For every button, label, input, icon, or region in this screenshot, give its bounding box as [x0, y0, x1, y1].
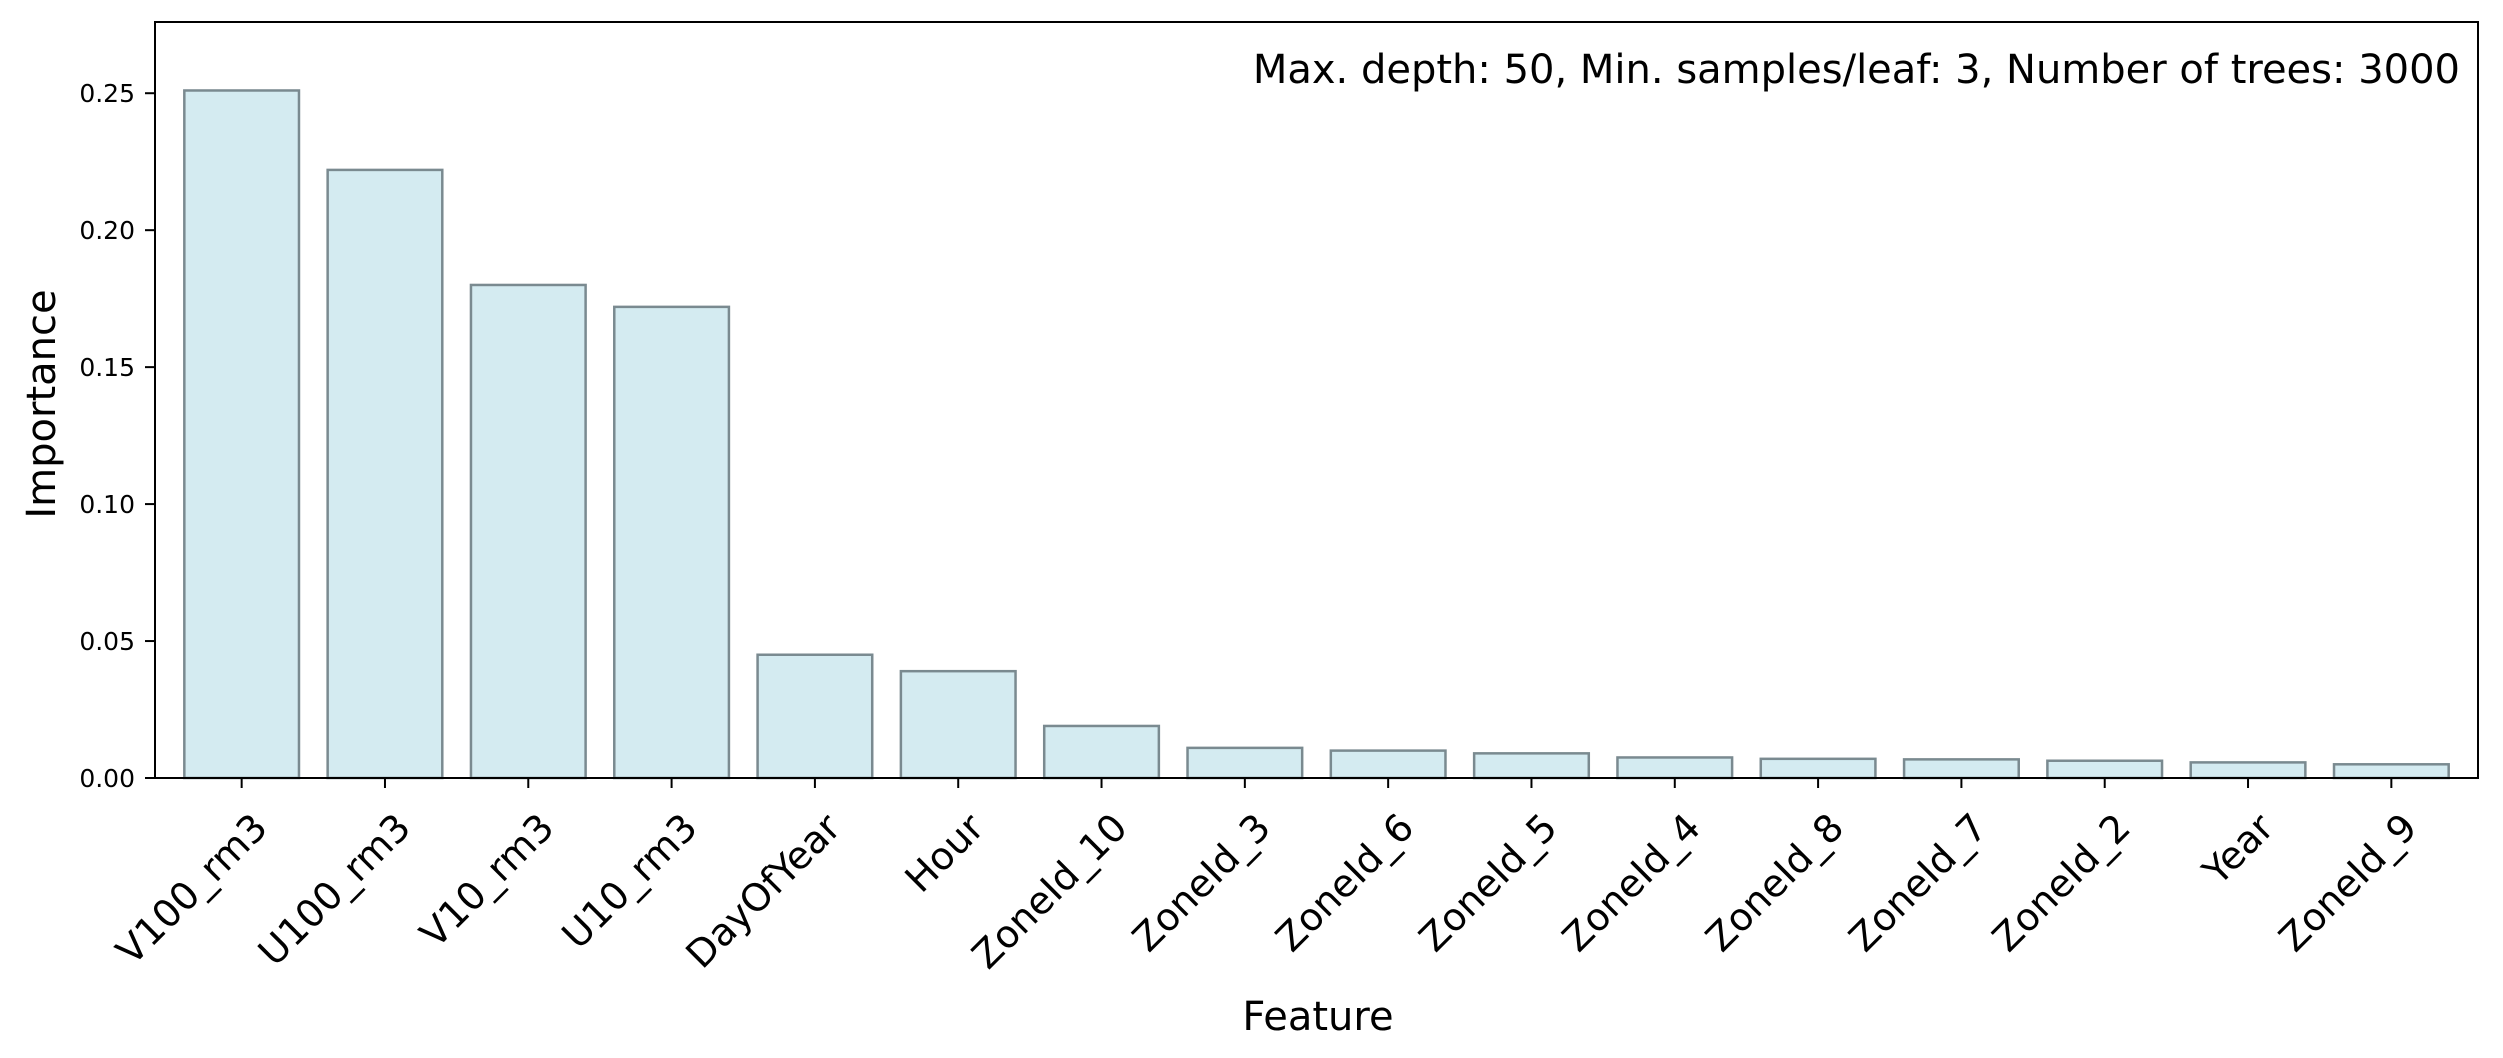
x-tick-label: ZoneId_4 — [1554, 805, 1709, 960]
x-tick-label: ZoneId_6 — [1267, 805, 1422, 960]
x-axis-title: Feature — [1242, 994, 1393, 1040]
bar-ZoneId_7 — [1902, 758, 2020, 780]
x-tick-label: ZoneId_7 — [1841, 805, 1996, 960]
y-tick-label: 0.15 — [79, 353, 135, 382]
x-tick-label: V100_rm3 — [108, 805, 276, 973]
y-tick-label: 0.05 — [79, 627, 135, 656]
x-tick-label: V10_rm3 — [411, 805, 562, 956]
bar-ZoneId_8 — [1759, 757, 1877, 780]
x-tick-label: Hour — [897, 805, 993, 901]
y-tick-label: 0.10 — [79, 490, 135, 519]
bar-ZoneId_9 — [2332, 763, 2450, 780]
y-tick-label: 0.20 — [79, 216, 135, 245]
bar-ZoneId_3 — [1186, 746, 1304, 780]
bar-ZoneId_5 — [1472, 752, 1591, 780]
x-tick-label: Year — [2193, 805, 2282, 894]
x-tick-label: ZoneId_9 — [2270, 805, 2425, 960]
x-tick-label: ZoneId_3 — [1124, 805, 1279, 960]
bar-ZoneId_2 — [2046, 759, 2164, 780]
chart-annotation: Max. depth: 50, Min. samples/leaf: 3, Nu… — [1253, 47, 2460, 93]
bar-DayOfYear — [756, 653, 874, 780]
bar-U100_rm3 — [326, 168, 444, 780]
x-tick-label: ZoneId_2 — [1984, 805, 2139, 960]
bar-V100_rm3 — [183, 89, 301, 780]
x-tick-label: U100_rm3 — [250, 805, 419, 974]
bar-Year — [2189, 761, 2307, 780]
x-tick-label: DayOfYear — [677, 805, 849, 977]
x-tick-label: ZoneId_8 — [1697, 805, 1852, 960]
bar-V10_rm3 — [469, 283, 587, 780]
y-axis-title: Importance — [19, 289, 65, 518]
plot-frame — [154, 21, 2479, 779]
y-axis: 0.00 0.05 0.10 0.15 0.20 0.25 — [79, 79, 155, 793]
y-tick-label: 0.00 — [79, 764, 135, 793]
bar-Hour — [899, 669, 1017, 780]
x-tick-label: ZoneId_5 — [1411, 805, 1566, 960]
x-tick-label: U10_rm3 — [553, 805, 705, 957]
bar-ZoneId_4 — [1616, 756, 1734, 780]
bar-ZoneId_10 — [1042, 724, 1161, 780]
bar-ZoneId_6 — [1329, 749, 1447, 780]
x-tick-label: ZoneId_10 — [964, 805, 1136, 977]
bar-U10_rm3 — [613, 305, 731, 780]
y-tick-label: 0.25 — [79, 79, 135, 108]
bars-group — [183, 89, 2450, 780]
